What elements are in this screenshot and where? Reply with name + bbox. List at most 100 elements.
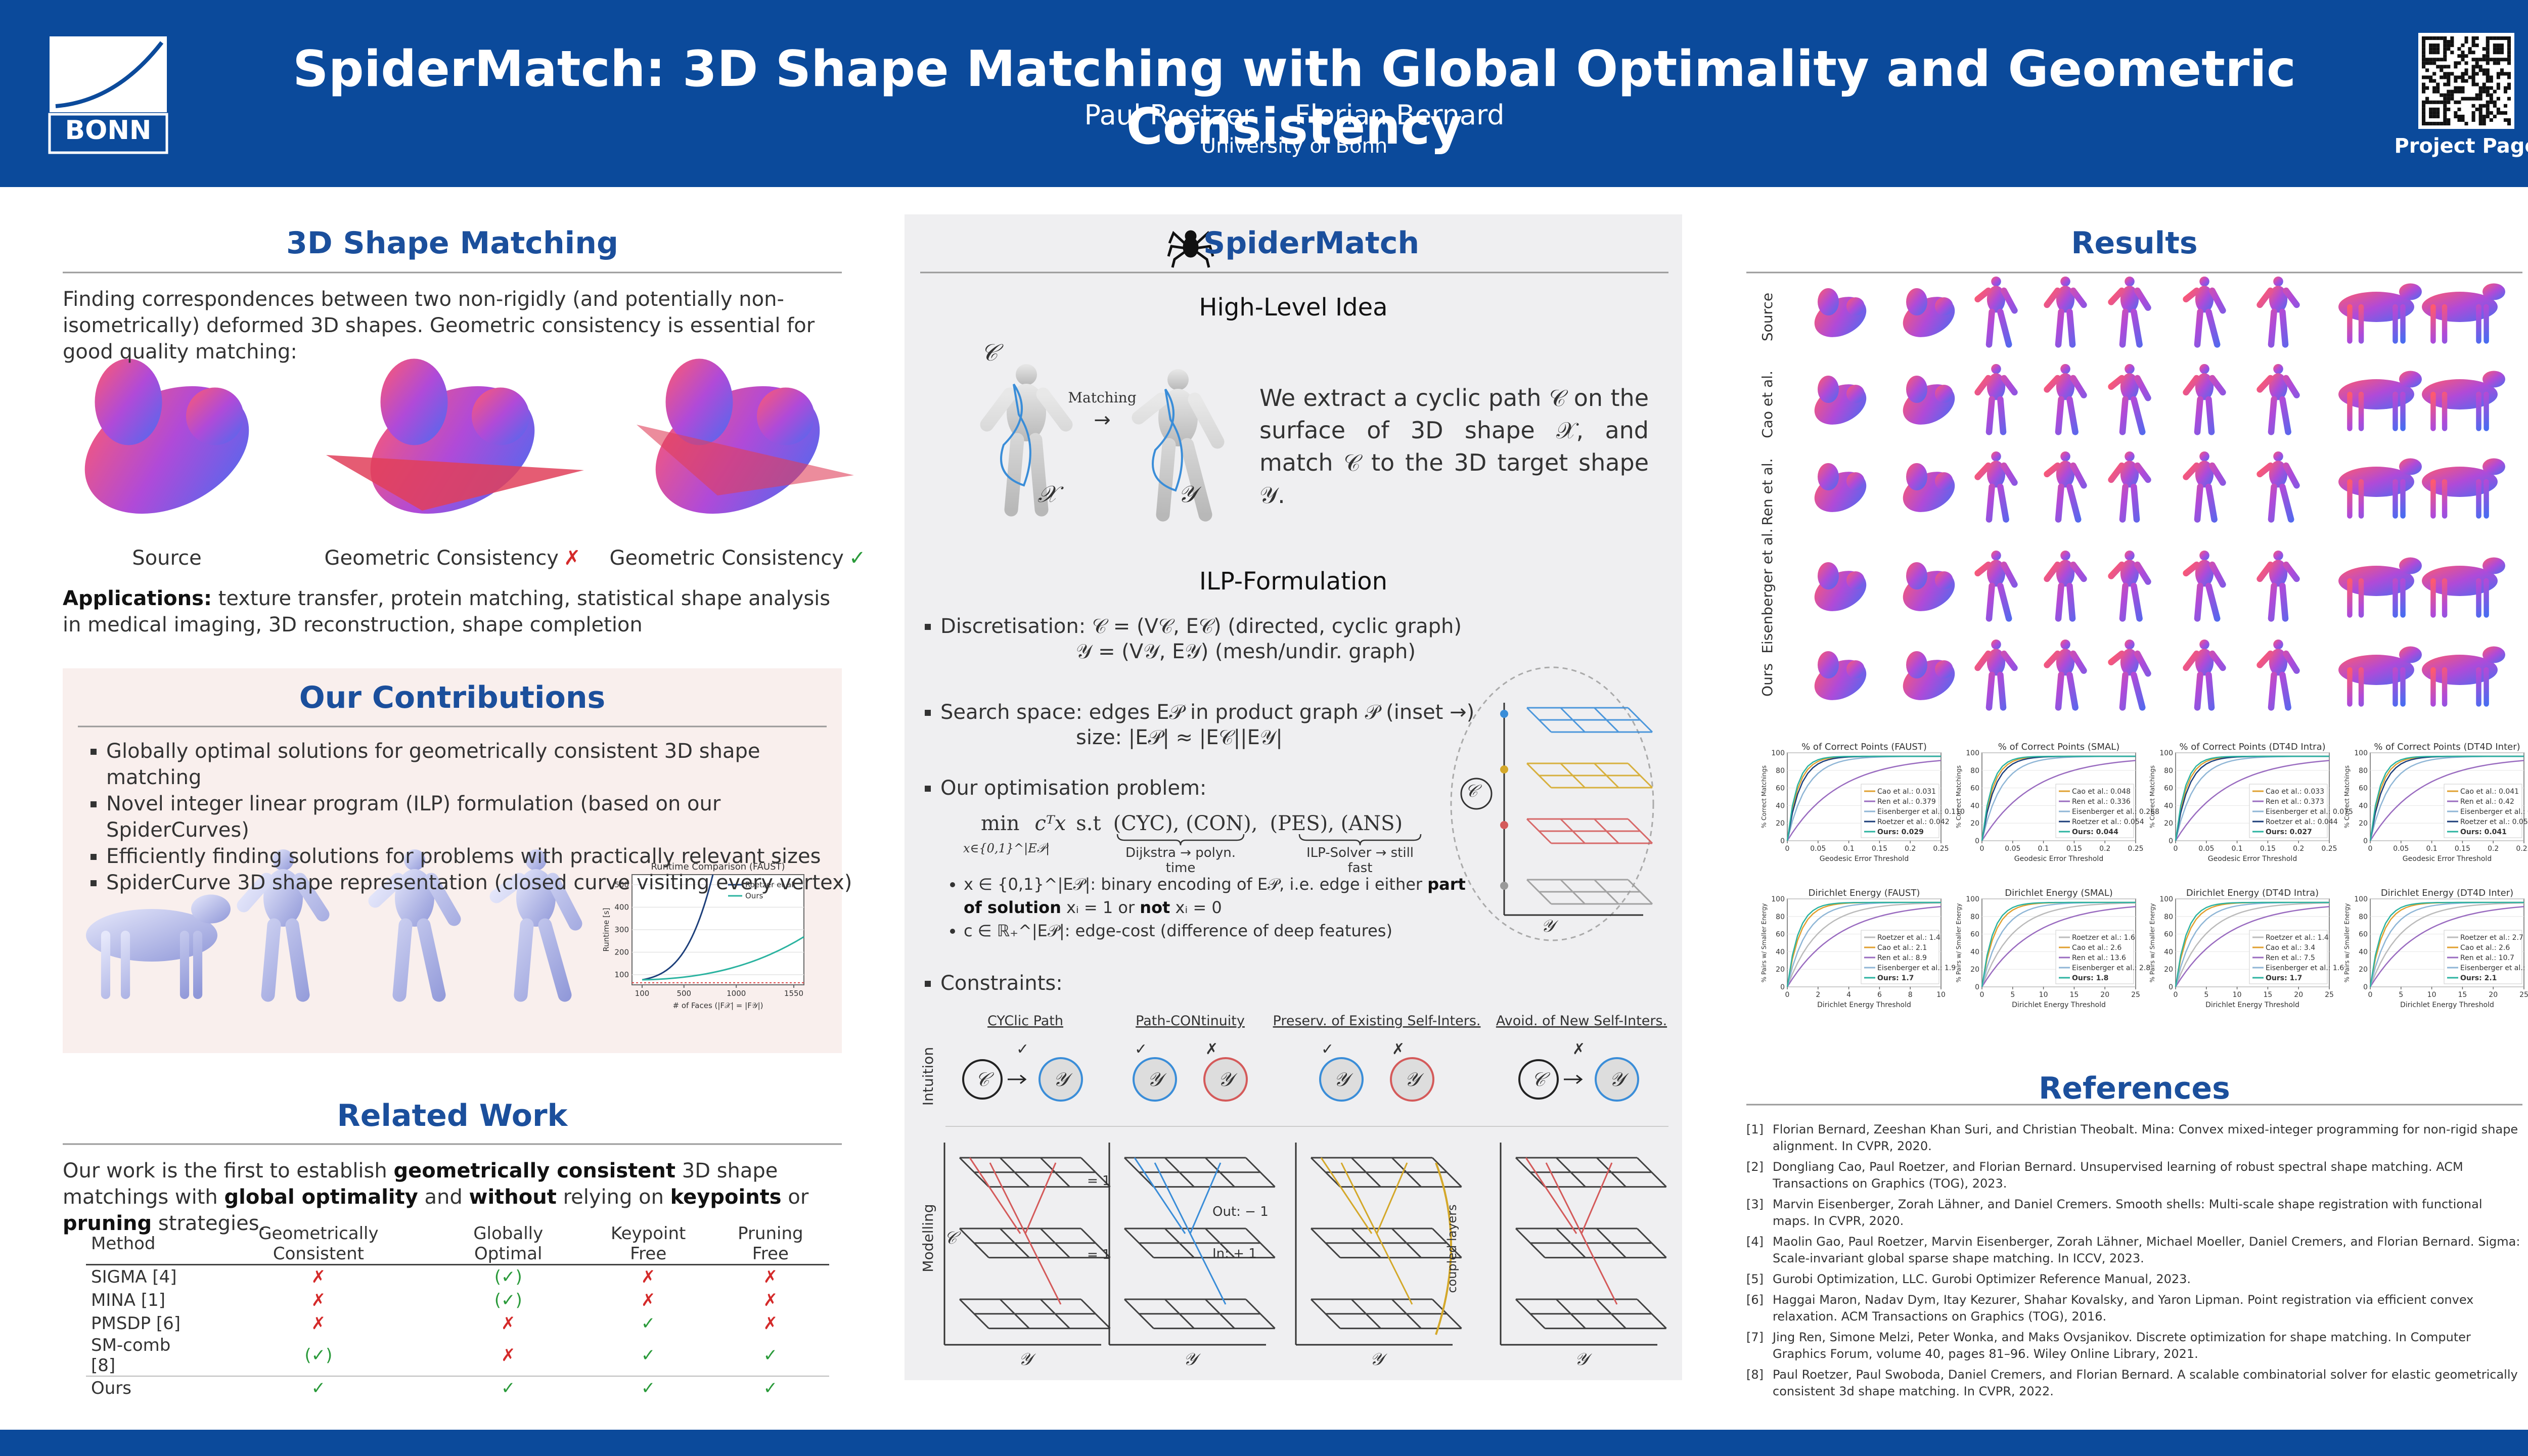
x-tick-label: 5	[2399, 991, 2403, 999]
y-tick-label: 40	[1776, 802, 1785, 810]
shape-render	[2269, 461, 2288, 488]
contribution: Globally optimal solutions for geometric…	[106, 738, 854, 791]
qr-cell	[2422, 65, 2426, 69]
shape-render	[2060, 277, 2070, 287]
curve	[1786, 755, 1941, 841]
qr-cell	[2507, 43, 2511, 48]
qr-cell	[2436, 36, 2440, 40]
shape-render	[2120, 560, 2139, 587]
curve	[2175, 902, 2330, 987]
x-tick-label: 0.2	[2099, 845, 2110, 853]
table-cell: ✓	[641, 1345, 656, 1366]
x-tick-label: 20	[2100, 991, 2109, 999]
graph-layer	[1515, 1298, 1667, 1330]
x-tick-label: 0.15	[2260, 845, 2276, 853]
spider-legs	[1167, 231, 1214, 268]
annotation: Out: − 1	[1212, 1204, 1269, 1219]
y-tick-label: 80	[2359, 767, 2368, 775]
qr-cell	[2486, 54, 2490, 58]
table-row: Ours ✓ ✓ ✓ ✓	[86, 1376, 829, 1400]
figure-label: Geometric Consistency ✓	[586, 545, 889, 571]
shape-render	[980, 387, 1073, 517]
curve	[1786, 902, 1942, 987]
legend-label: Eisenberger et al.: 0.075	[2266, 808, 2353, 816]
qr-cell	[2432, 86, 2436, 90]
y-tick-label: 40	[1970, 802, 1979, 810]
shape-render	[1935, 660, 1953, 678]
y-tick-label: 100	[2159, 749, 2173, 757]
qr-cell	[2507, 97, 2511, 101]
legend-label: Ours: 0.029	[1877, 828, 1924, 836]
y-tick-label: 80	[1776, 767, 1785, 775]
reference: [3] Marvin Eisenberger, Zorah Lähner, and…	[1746, 1196, 2522, 1230]
shape-render	[84, 386, 249, 514]
qr-cell	[2486, 58, 2490, 62]
qr-cell	[2422, 43, 2426, 48]
shape-render	[1991, 640, 2001, 650]
qr-cell	[2507, 47, 2511, 51]
y-tick-label: 60	[2359, 931, 2368, 939]
y-tick-label: 60	[2359, 785, 2368, 793]
shape-render	[2256, 287, 2300, 348]
qr-cell	[2429, 121, 2433, 126]
bullet: Search space: edges E𝒫 in product graph …	[940, 700, 1474, 776]
qr-cell	[2475, 58, 2479, 62]
y-axis-label: % Correct Matchings	[2149, 765, 2156, 828]
underlines	[63, 271, 2522, 1145]
qr-cell	[2447, 47, 2451, 51]
legend-label: Roetzer et al.: 1.4	[1877, 934, 1940, 942]
qr-cell	[2429, 36, 2433, 40]
shape-render	[2482, 557, 2505, 574]
x-tick-label: 0	[2174, 845, 2178, 853]
qr-cell	[2447, 72, 2451, 76]
project-link[interactable]: Project Page	[2394, 134, 2528, 158]
graph-layer	[1310, 1227, 1462, 1259]
reference-text: Marvin Eisenberger, Zorah Lähner, and Da…	[1773, 1197, 2482, 1228]
row-label: Source	[1759, 293, 1776, 341]
y-tick-label: 0	[2169, 983, 2173, 991]
x-tick-label: 25	[2519, 991, 2528, 999]
qr-cell	[2493, 114, 2497, 118]
y-tick-label: 80	[2359, 913, 2368, 921]
bullet-text: Constraints:	[940, 972, 1063, 995]
qr-cell	[2478, 111, 2482, 115]
figure-label: Source	[63, 545, 271, 571]
curve	[2175, 755, 2329, 841]
shape-render	[1991, 364, 2001, 374]
distortion	[326, 455, 584, 511]
legend-label: Ren et al.: 10.7	[2460, 954, 2514, 962]
qr-cell	[2503, 36, 2508, 40]
shape-render	[263, 869, 303, 927]
qr-cell	[2447, 93, 2451, 97]
legend-label: Ours: 1.7	[1877, 974, 1914, 982]
shape-render	[2183, 375, 2226, 435]
x-tick-label: 20	[2294, 991, 2303, 999]
shape-render	[2056, 649, 2075, 676]
qr-cell	[2432, 61, 2436, 65]
reference: [2] Dongliang Cao, Paul Roetzer, and Flor…	[1746, 1159, 2522, 1192]
qr-cell	[2471, 43, 2475, 48]
shape-render	[2056, 373, 2075, 400]
shape-render	[2056, 461, 2075, 488]
shape-render	[1987, 373, 2006, 400]
table-cell: ✗	[763, 1313, 778, 1334]
y-axis-label: % Pairs w/ Smaller Energy	[2149, 903, 2156, 983]
shape-render	[1906, 463, 1927, 490]
qr-cell	[2450, 51, 2454, 55]
x-tick-label: 0	[2368, 845, 2373, 853]
strong-text: keypoints	[670, 1186, 782, 1209]
qr-cell	[2507, 58, 2511, 62]
intuition-arrow	[1564, 1074, 1583, 1084]
qr-cell	[2493, 89, 2497, 94]
qr-cell	[2482, 104, 2486, 108]
qr-cell	[2464, 79, 2468, 83]
qr-cell	[2443, 97, 2447, 101]
qr-cell	[2454, 65, 2458, 69]
intuition-icon	[962, 1059, 1003, 1100]
qr-cell	[2507, 54, 2511, 58]
qr-cell	[2436, 51, 2440, 55]
graph-layer	[1310, 1298, 1462, 1330]
curve	[1981, 901, 2136, 987]
legend-label: Roetzer et al.: 1.4	[2266, 934, 2329, 942]
shape-render	[516, 869, 556, 927]
